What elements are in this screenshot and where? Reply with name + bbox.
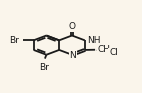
Text: O: O bbox=[68, 22, 75, 31]
Text: Br: Br bbox=[39, 63, 49, 72]
Text: N: N bbox=[69, 51, 76, 60]
Text: NH: NH bbox=[87, 36, 101, 45]
Text: Cl: Cl bbox=[109, 48, 118, 57]
Text: Br: Br bbox=[10, 36, 19, 45]
Text: CH₂: CH₂ bbox=[98, 45, 114, 54]
